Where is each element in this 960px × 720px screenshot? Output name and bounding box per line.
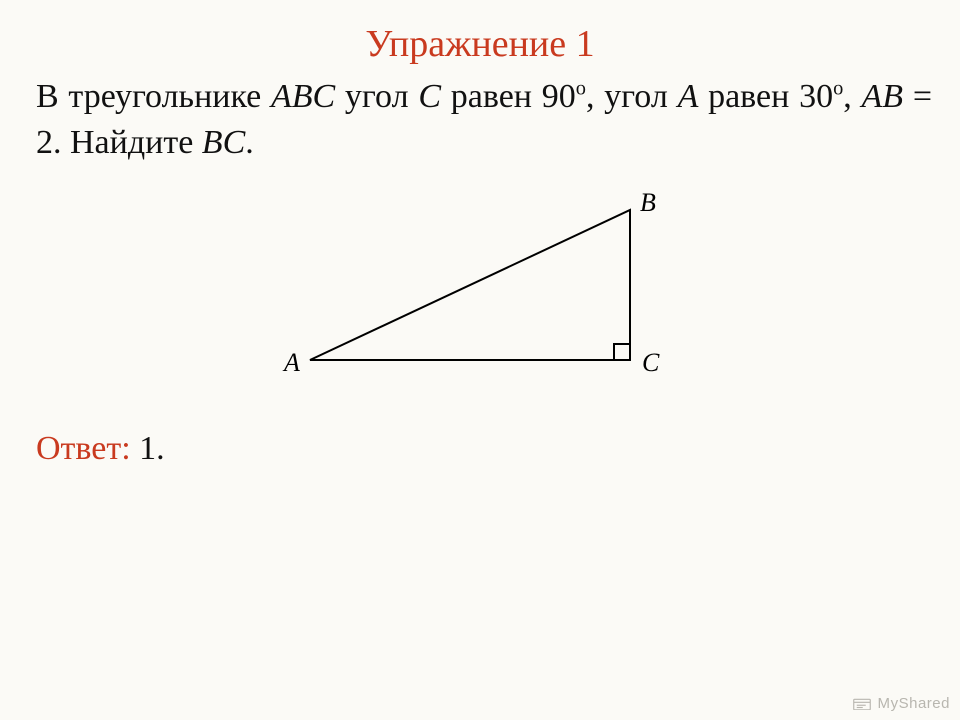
- text: , угол: [586, 78, 678, 115]
- right-angle-marker: [614, 344, 630, 360]
- text: В треугольнике: [36, 78, 271, 115]
- text: равен 30: [698, 78, 833, 115]
- triangle-svg: [270, 190, 690, 390]
- source-watermark: МуShared: [853, 695, 950, 712]
- slide: Упражнение 1 В треугольнике ABC угол C р…: [0, 0, 960, 720]
- vertex-label-A: A: [284, 348, 300, 378]
- vertex-label-C: C: [642, 348, 659, 378]
- problem-statement: В треугольнике ABC угол C равен 90о, уго…: [0, 74, 960, 166]
- deg: о: [833, 78, 843, 100]
- var-A: A: [678, 78, 699, 115]
- text: угол: [335, 78, 418, 115]
- watermark-text: МуShared: [877, 695, 950, 712]
- answer-line: Ответ: 1.: [0, 430, 960, 468]
- answer-label: Ответ:: [36, 430, 131, 467]
- var-AB: AB: [862, 78, 904, 115]
- text: равен 90: [441, 78, 576, 115]
- var-ABC: ABC: [271, 78, 335, 115]
- text: ,: [843, 78, 861, 115]
- triangle-ABC: [310, 210, 630, 360]
- answer-value-text: 1.: [139, 430, 165, 467]
- var-BC: BC: [202, 124, 245, 161]
- deg: о: [576, 78, 586, 100]
- var-C: C: [418, 78, 441, 115]
- triangle-figure: A B C: [270, 190, 690, 390]
- text: .: [245, 124, 254, 161]
- watermark-icon: [853, 697, 871, 711]
- exercise-title: Упражнение 1: [0, 0, 960, 74]
- figure-container: A B C: [0, 190, 960, 390]
- vertex-label-B: B: [640, 188, 656, 218]
